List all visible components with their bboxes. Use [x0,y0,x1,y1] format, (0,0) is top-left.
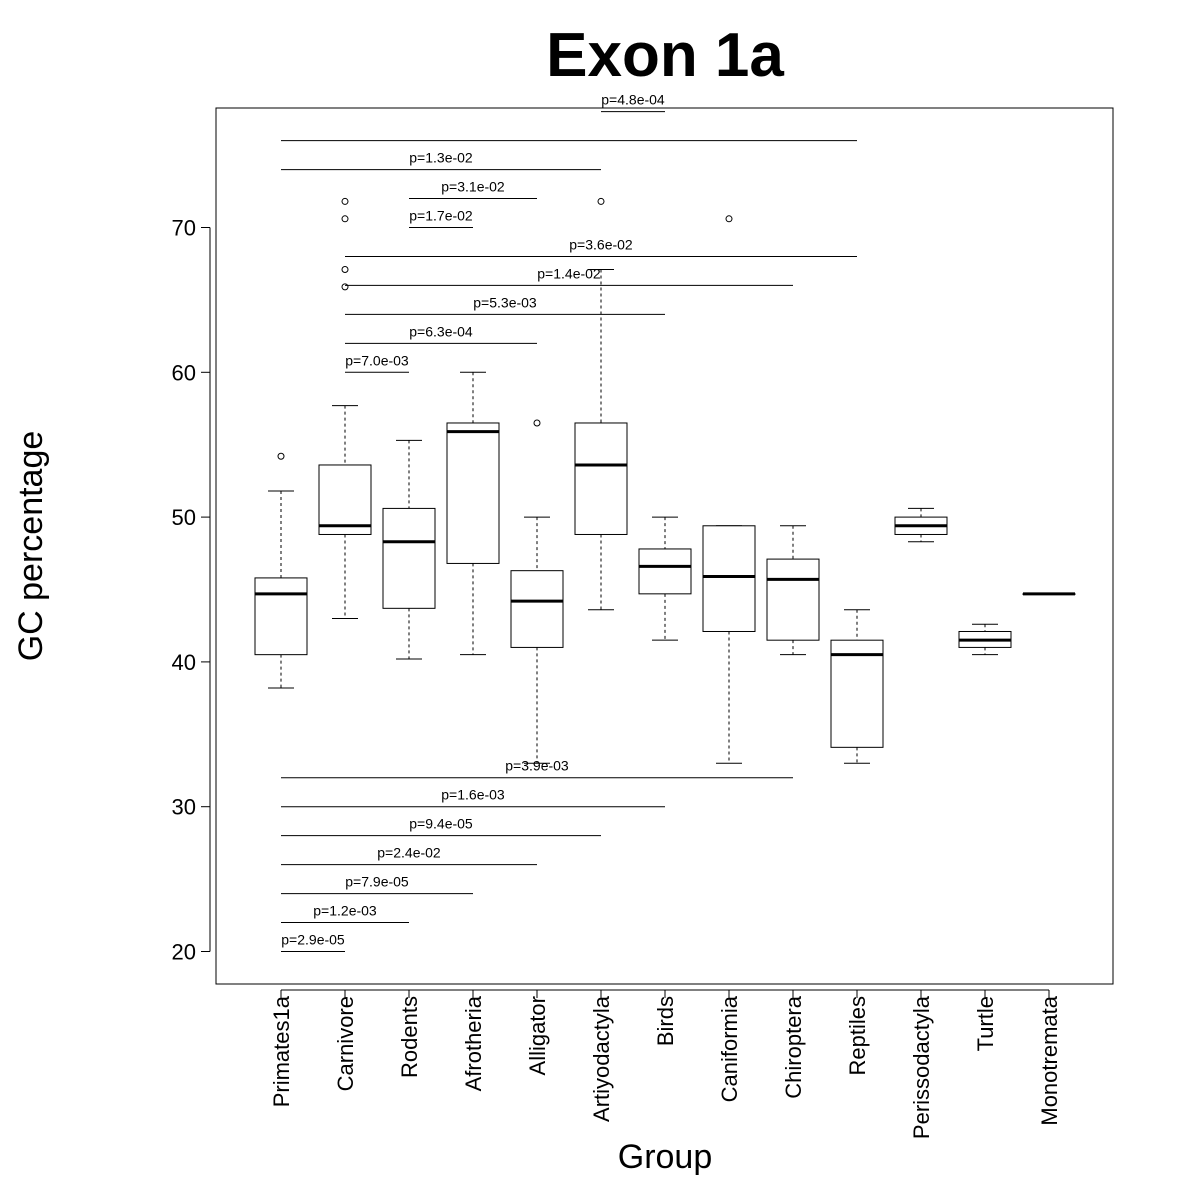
box-artiyodactyla [574,197,628,611]
comparison: p=1.3e-02 [281,150,601,171]
p-value-label: p=2.9e-05 [281,932,345,948]
x-tick-label-primates1a: Primates1a [269,995,294,1107]
x-tick-label-birds: Birds [653,996,678,1046]
comparison: p=7.0e-03 [345,352,409,373]
outlier-point [341,283,349,291]
outlier-point [341,215,349,223]
outlier-point [341,265,349,273]
y-tick-label: 40 [172,650,196,675]
y-tick-label: 70 [172,216,196,241]
y-axis: 20 30 40 50 60 70 [172,216,211,965]
box-iqr [382,507,436,609]
x-axis-label: Group [618,1138,713,1176]
x-tick-label-reptiles: Reptiles [845,996,870,1075]
p-value-label: p=1.3e-02 [409,150,473,166]
outlier-point [277,452,285,460]
p-value-label: p=1.4e-02 [537,265,601,281]
x-tick-label-alligator: Alligator [525,996,550,1075]
box-iqr [510,570,564,648]
y-tick-label: 20 [172,940,196,965]
x-tick-label-turtle: Turtle [973,996,998,1051]
comparison: p=1.4e-02 [345,265,793,286]
outlier-point [725,215,733,223]
x-tick-label-chiroptera: Chiroptera [781,995,806,1098]
box-caniformia [702,215,756,764]
comparison: p=2.9e-05 [281,932,345,952]
comparison: p=3.9e-03 [281,758,793,779]
comparison: p=3.6e-02 [345,236,857,257]
comparison: p=6.3e-04 [345,323,537,344]
box-afrotheria [446,371,500,656]
p-value-label: p=4.8e-04 [601,92,665,108]
outlier-point [341,197,349,205]
p-value-label: p=1.2e-03 [313,903,377,919]
chart-title: Exon 1a [546,21,784,90]
box-iqr [766,558,820,641]
p-value-label: p=3.9e-03 [505,758,569,774]
comparison: p=2.4e-02 [281,845,537,866]
x-tick-label-caniformia: Caniformia [717,995,742,1102]
plot-frame [215,107,1114,985]
box-iqr [702,525,756,632]
comparison: p=3.1e-02 [409,179,537,200]
box-iqr [830,639,884,748]
outlier-point [533,419,541,427]
p-value-label: p=9.4e-05 [409,816,473,832]
box-alligator [510,419,564,764]
box-iqr [574,422,628,535]
y-axis-label: GC percentage [12,431,50,662]
p-value-label: p=1.6e-03 [441,787,505,803]
box-birds [638,516,692,641]
p-value-label: p=3.1e-02 [441,179,505,195]
box-rodents [382,439,436,660]
x-tick-label-carnivore: Carnivore [333,996,358,1091]
outlier-point [597,197,605,205]
p-value-label: p=3.6e-02 [569,236,633,252]
boxes-layer [254,197,1076,764]
comparison: p=9.4e-05 [281,816,601,837]
y-tick-label: 30 [172,795,196,820]
box-iqr [318,464,372,535]
x-tick-label-rodents: Rodents [397,996,422,1078]
box-monotremata [1022,592,1076,596]
comparison: p=4.8e-04 [601,92,665,113]
box-chiroptera [766,525,820,656]
comparison: p=1.2e-03 [281,903,409,924]
box-turtle [958,623,1012,656]
x-axis: Primates1a Carnivore Rodents Afrotheria Alli… [269,989,1062,1139]
p-value-label: p=1.7e-02 [409,208,473,224]
comparisons-layer: p=4.8e-04 p=1.3e-02 p=3.1e-02 p=1.7e-02 p=3.… [281,92,857,952]
box-perissodactyla [894,507,948,543]
p-value-label: p=6.3e-04 [409,323,473,339]
box-carnivore [318,197,372,619]
x-tick-label-perissodactyla: Perissodactyla [909,995,934,1139]
y-tick-label: 60 [172,360,196,385]
x-tick-label-afrotheria: Afrotheria [461,995,486,1091]
box-iqr [254,577,308,656]
p-value-label: p=2.4e-02 [377,845,441,861]
y-tick-label: 50 [172,505,196,530]
x-tick-label-monotremata: Monotremata [1037,995,1062,1125]
p-value-label: p=5.3e-03 [473,294,537,310]
comparison: p=5.3e-03 [345,294,665,315]
box-iqr [446,422,500,564]
box-iqr [638,548,692,595]
p-value-label: p=7.0e-03 [345,352,409,368]
x-tick-label-artiyodactyla: Artiyodactyla [589,995,614,1122]
comparison: p=1.7e-02 [409,208,473,228]
comparison: p=1.6e-03 [281,787,665,808]
box-reptiles [830,609,884,764]
comparison: p=7.9e-05 [281,874,473,895]
p-value-label: p=7.9e-05 [345,874,409,890]
box-primates1a [254,452,308,689]
